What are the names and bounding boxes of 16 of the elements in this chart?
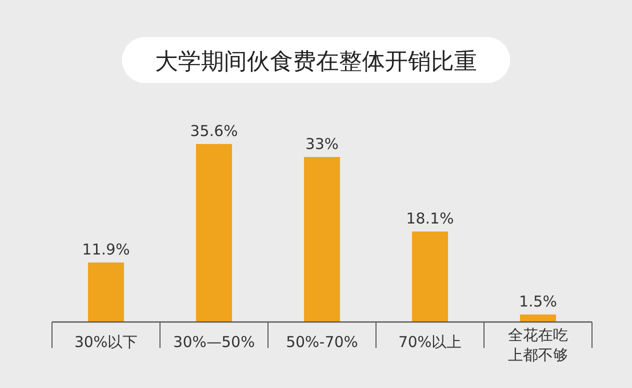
bar — [88, 262, 124, 322]
x-tick-label: 30%—50% — [173, 333, 255, 351]
bar — [412, 232, 448, 322]
data-label: 33% — [305, 135, 339, 153]
data-label: 18.1% — [406, 210, 454, 228]
bar — [520, 314, 556, 322]
bar — [304, 157, 340, 322]
x-tick-label: 50%-70% — [286, 333, 358, 351]
x-tick-label: 全花在吃上都不够 — [508, 326, 568, 364]
data-label: 1.5% — [518, 292, 558, 310]
x-tick-label: 70%以上 — [398, 333, 462, 351]
x-tick-label: 30%以下 — [74, 333, 138, 351]
data-label: 11.9% — [82, 240, 130, 258]
data-label: 35.6% — [190, 122, 238, 140]
bar — [196, 144, 232, 322]
chart-title: 大学期间伙食费在整体开销比重 — [155, 49, 477, 75]
